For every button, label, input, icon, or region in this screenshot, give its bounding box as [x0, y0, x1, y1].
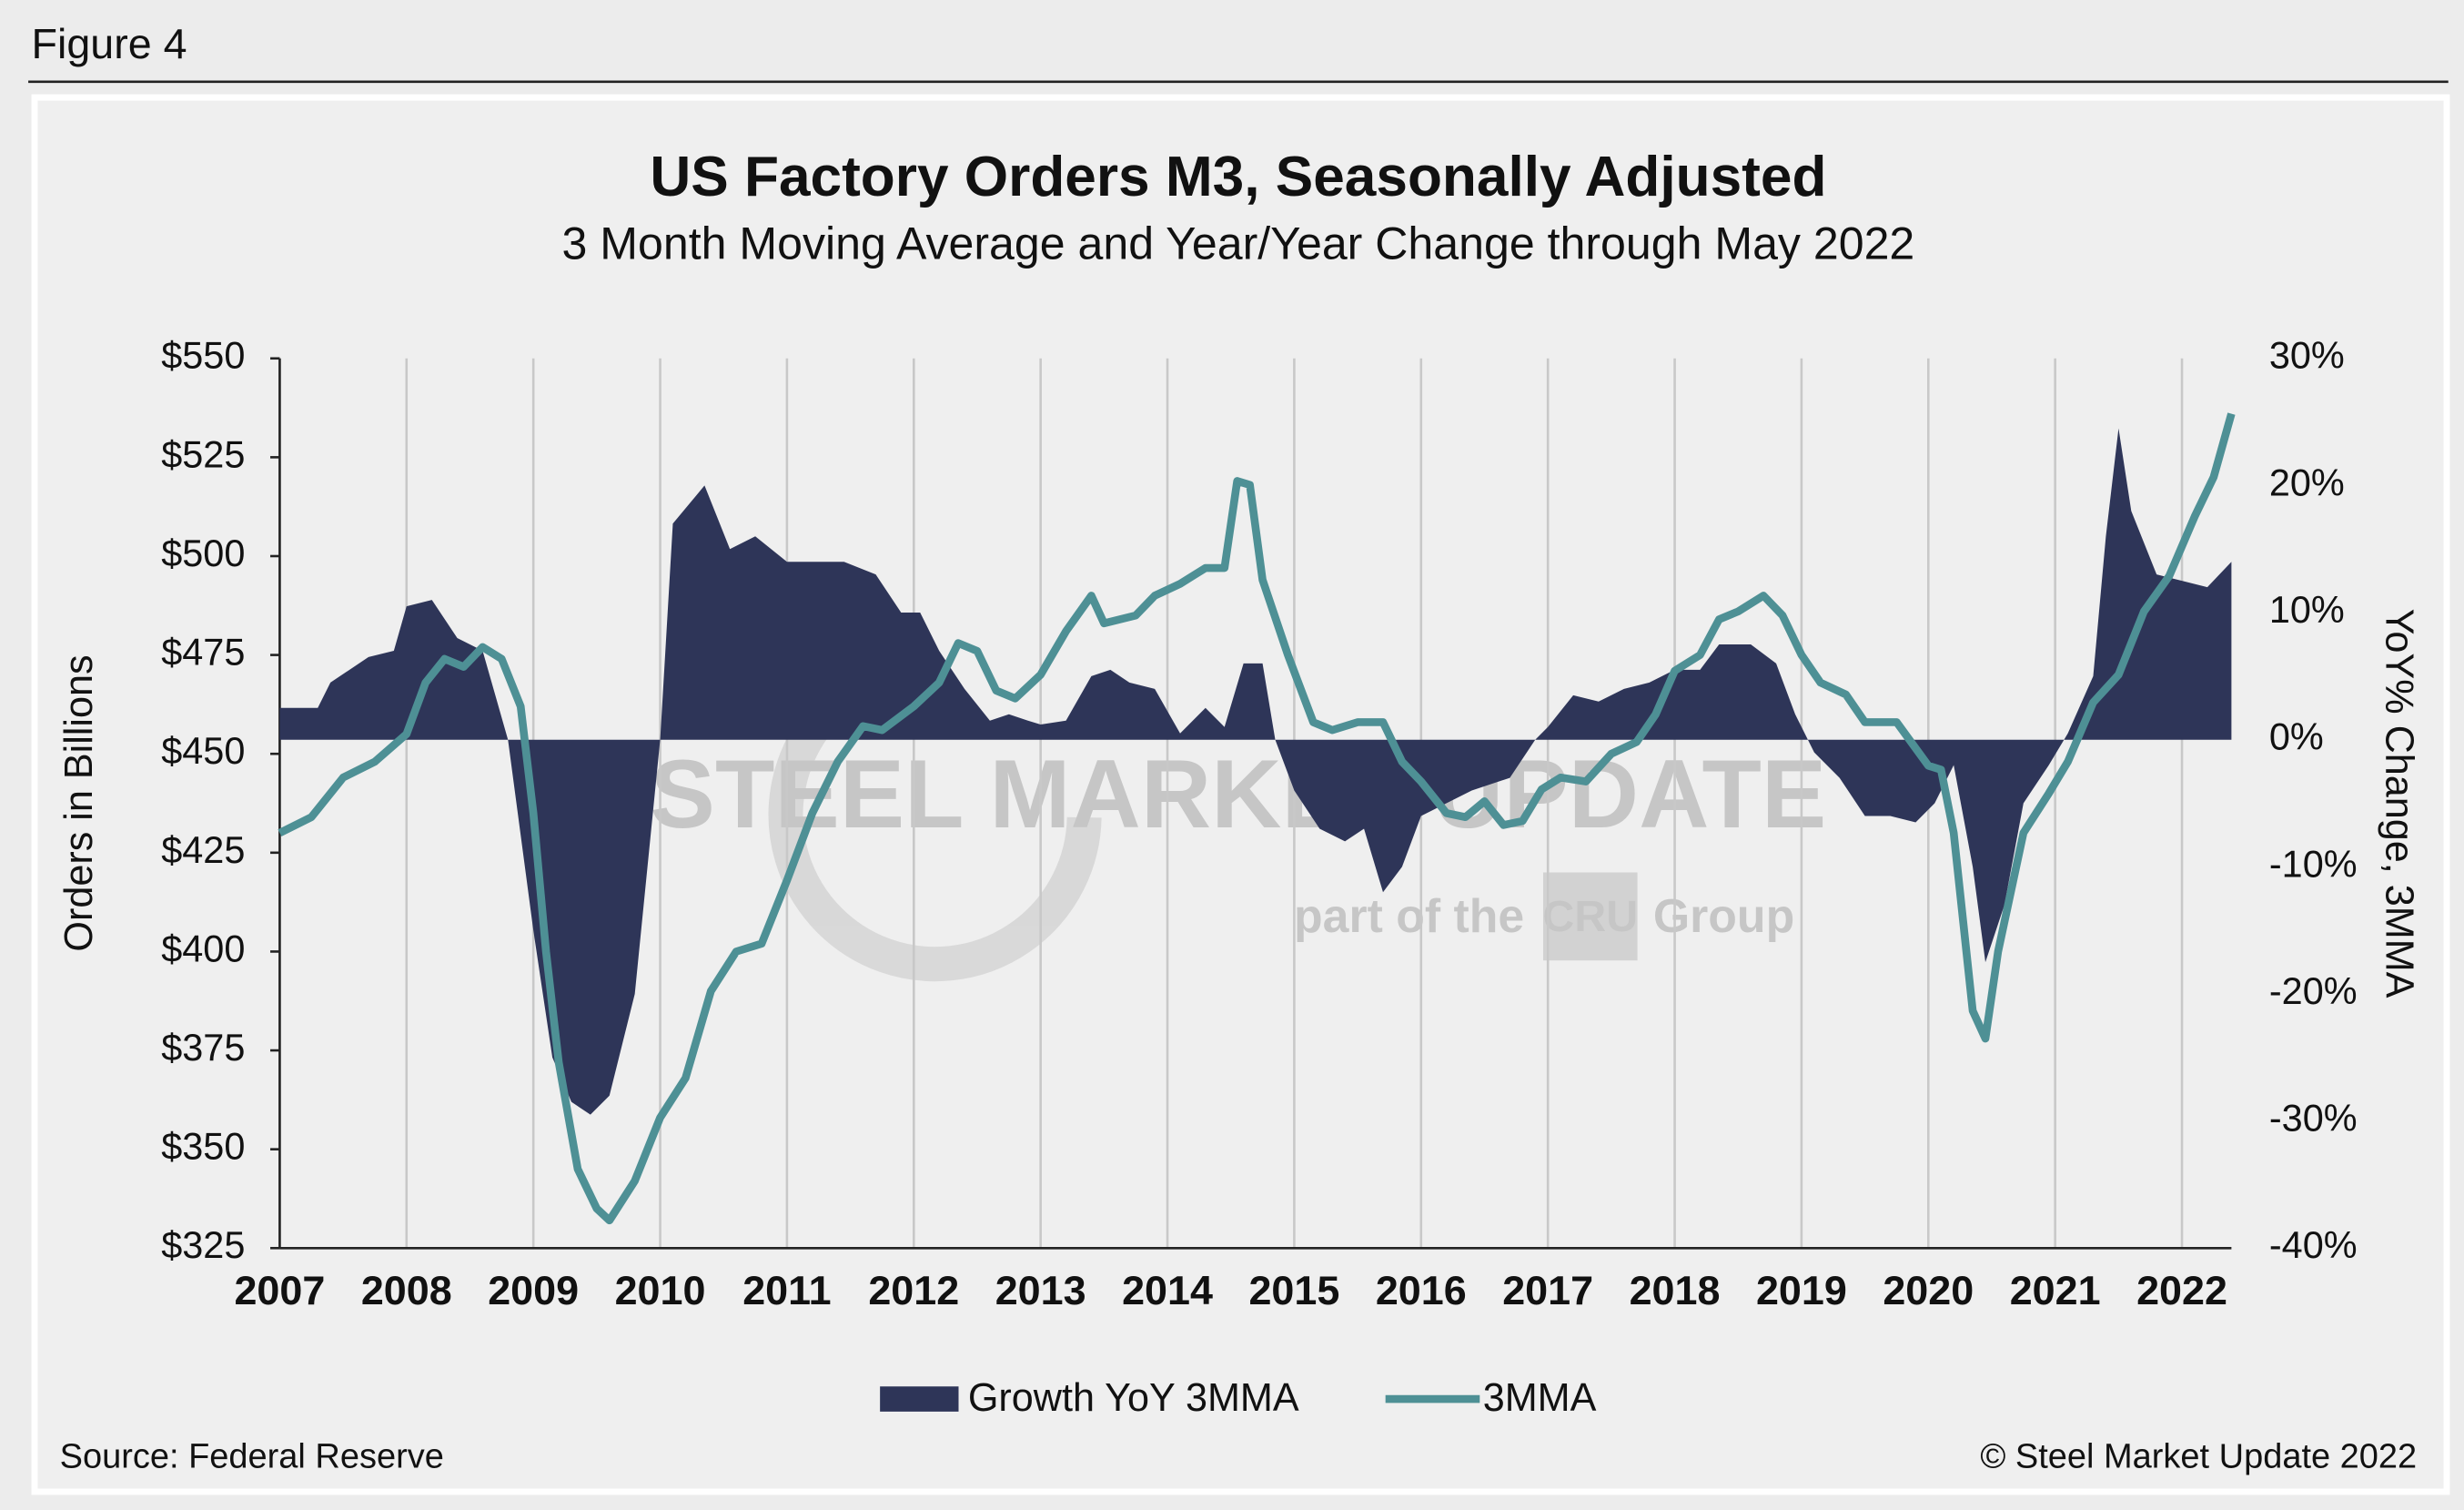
x-tick-label: 2022	[2136, 1267, 2227, 1313]
x-tick-label: 2013	[995, 1267, 1086, 1313]
line	[278, 412, 2236, 1225]
watermark-logo: CRU	[1542, 892, 1638, 941]
y-tick-label: $525	[161, 432, 245, 475]
x-tick-label: 2017	[1502, 1267, 1593, 1313]
copyright: © Steel Market Update 2022	[1980, 1438, 2417, 1476]
chart-subtitle: 3 Month Moving Average and Year/Year Cha…	[562, 218, 1915, 269]
y-axis-label: Orders in Billions	[57, 654, 101, 951]
y2-axis-label: YoY% Change, 3MMA	[2377, 609, 2420, 998]
x-tick-label: 2015	[1248, 1267, 1339, 1313]
watermark-brand: STEEL MARKET UPDATE	[651, 739, 1827, 848]
y-tick-label: $375	[161, 1026, 245, 1069]
y-tick-label: $550	[161, 334, 245, 377]
x-tick-label: 2016	[1376, 1267, 1467, 1313]
x-tick-label: 2018	[1630, 1267, 1721, 1313]
watermark-logo-box	[1542, 872, 1638, 961]
y2-tick-label: -40%	[2269, 1223, 2358, 1266]
y-tick-label: $425	[161, 828, 245, 871]
chart-title: US Factory Orders M3, Seasonally Adjuste…	[650, 146, 1826, 208]
y-tick-label: $400	[161, 927, 245, 969]
source: Source: Federal Reserve	[60, 1438, 444, 1476]
y-tick-label: $350	[161, 1125, 245, 1168]
legend-swatch	[880, 1386, 959, 1412]
x-tick-label: 2008	[361, 1267, 452, 1313]
y2-tick-label: -10%	[2269, 842, 2358, 885]
x-tick-label: 2010	[615, 1267, 706, 1313]
x-tick-label: 2014	[1122, 1267, 1213, 1313]
y2-tick-label: 20%	[2269, 461, 2345, 503]
y2-tick-label: 10%	[2269, 588, 2345, 631]
legend-item: Growth YoY 3MMA	[880, 1376, 1299, 1420]
y-tick-label: $450	[161, 729, 245, 772]
y-tick-label: $325	[161, 1223, 245, 1266]
x-tick-label: 2009	[488, 1267, 579, 1313]
y2-tick-label: -20%	[2269, 969, 2358, 1012]
x-tick-label: 2020	[1883, 1267, 1974, 1313]
y2-tick-label: 30%	[2269, 334, 2345, 377]
figure-label: Figure 4	[32, 20, 187, 67]
y2-tick-label: 0%	[2269, 715, 2324, 758]
watermark-tagline: part of the	[1294, 889, 1524, 942]
watermark-tagline: Group	[1653, 889, 1794, 942]
legend-label: 3MMA	[1483, 1376, 1597, 1420]
legend-label: Growth YoY 3MMA	[968, 1376, 1299, 1420]
x-tick-label: 2007	[234, 1267, 325, 1313]
legend-item: 3MMA	[1385, 1376, 1597, 1420]
x-tick-label: 2012	[868, 1267, 959, 1313]
y-tick-label: $475	[161, 631, 245, 674]
x-tick-label: 2021	[2010, 1267, 2101, 1313]
y-tick-label: $500	[161, 532, 245, 574]
y2-tick-label: -30%	[2269, 1097, 2358, 1140]
x-tick-label: 2011	[742, 1267, 831, 1313]
x-tick-label: 2019	[1756, 1267, 1847, 1313]
area	[279, 428, 2232, 1115]
